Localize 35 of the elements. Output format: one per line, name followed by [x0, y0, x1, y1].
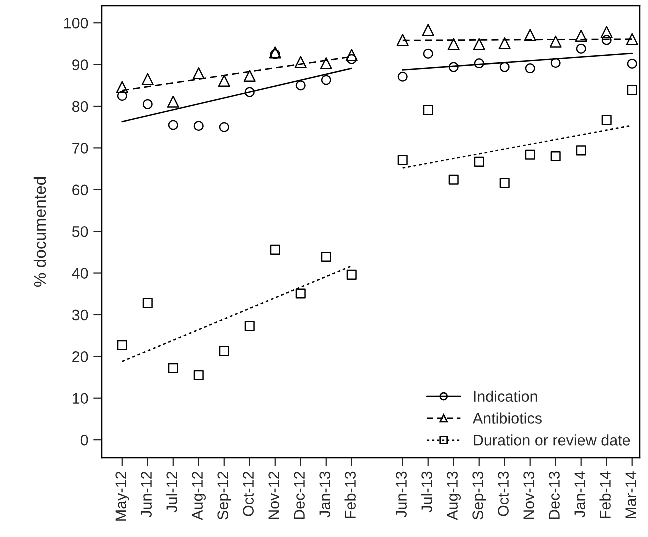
x-tick-label: Jun-12	[141, 472, 152, 518]
legend-label: Duration or review date	[474, 434, 630, 446]
x-tick-label: Sep-12	[218, 472, 232, 520]
x-tick-label: Feb-13	[344, 472, 356, 518]
x-tick-label: Sep-13	[472, 472, 486, 520]
y-tick-label: 30	[72, 310, 88, 321]
x-tick-label: Dec-13	[549, 472, 560, 520]
x-tick-label: Aug-13	[447, 472, 461, 520]
y-tick-label: 20	[72, 352, 88, 362]
y-tick-label: 100	[64, 18, 88, 29]
x-tick-label: Jan-14	[574, 472, 586, 518]
x-tick-label: May-12	[116, 472, 130, 521]
legend-label: Indication	[474, 390, 538, 402]
x-tick-label: Jul-13	[421, 472, 432, 513]
y-tick-label: 80	[72, 101, 88, 112]
x-tick-label: Jul-12	[166, 472, 178, 513]
x-tick-label: Jan-13	[320, 472, 330, 518]
y-tick-label: 0	[80, 434, 88, 446]
x-tick-label: Oct-13	[498, 472, 509, 516]
y-tick-label: 90	[72, 60, 88, 70]
y-tick-label: 60	[72, 184, 88, 196]
x-tick-label: Feb-14	[600, 472, 611, 518]
y-tick-label: 70	[72, 143, 88, 154]
x-tick-label: Dec-12	[294, 472, 305, 520]
y-tick-label: 10	[72, 393, 88, 404]
x-tick-label: Aug-12	[192, 472, 206, 520]
y-tick-label: 40	[72, 268, 88, 279]
y-tick-label: 50	[72, 226, 88, 238]
x-tick-label: Mar-14	[626, 472, 636, 518]
x-tick-label: Nov-12	[268, 472, 280, 520]
x-tick-label: Nov-13	[524, 472, 534, 520]
y-axis-title: % documented	[34, 177, 46, 287]
legend-label: Antibiotics	[472, 412, 542, 424]
x-tick-label: Jun-13	[396, 472, 407, 518]
x-tick-label: Oct-12	[243, 472, 254, 516]
